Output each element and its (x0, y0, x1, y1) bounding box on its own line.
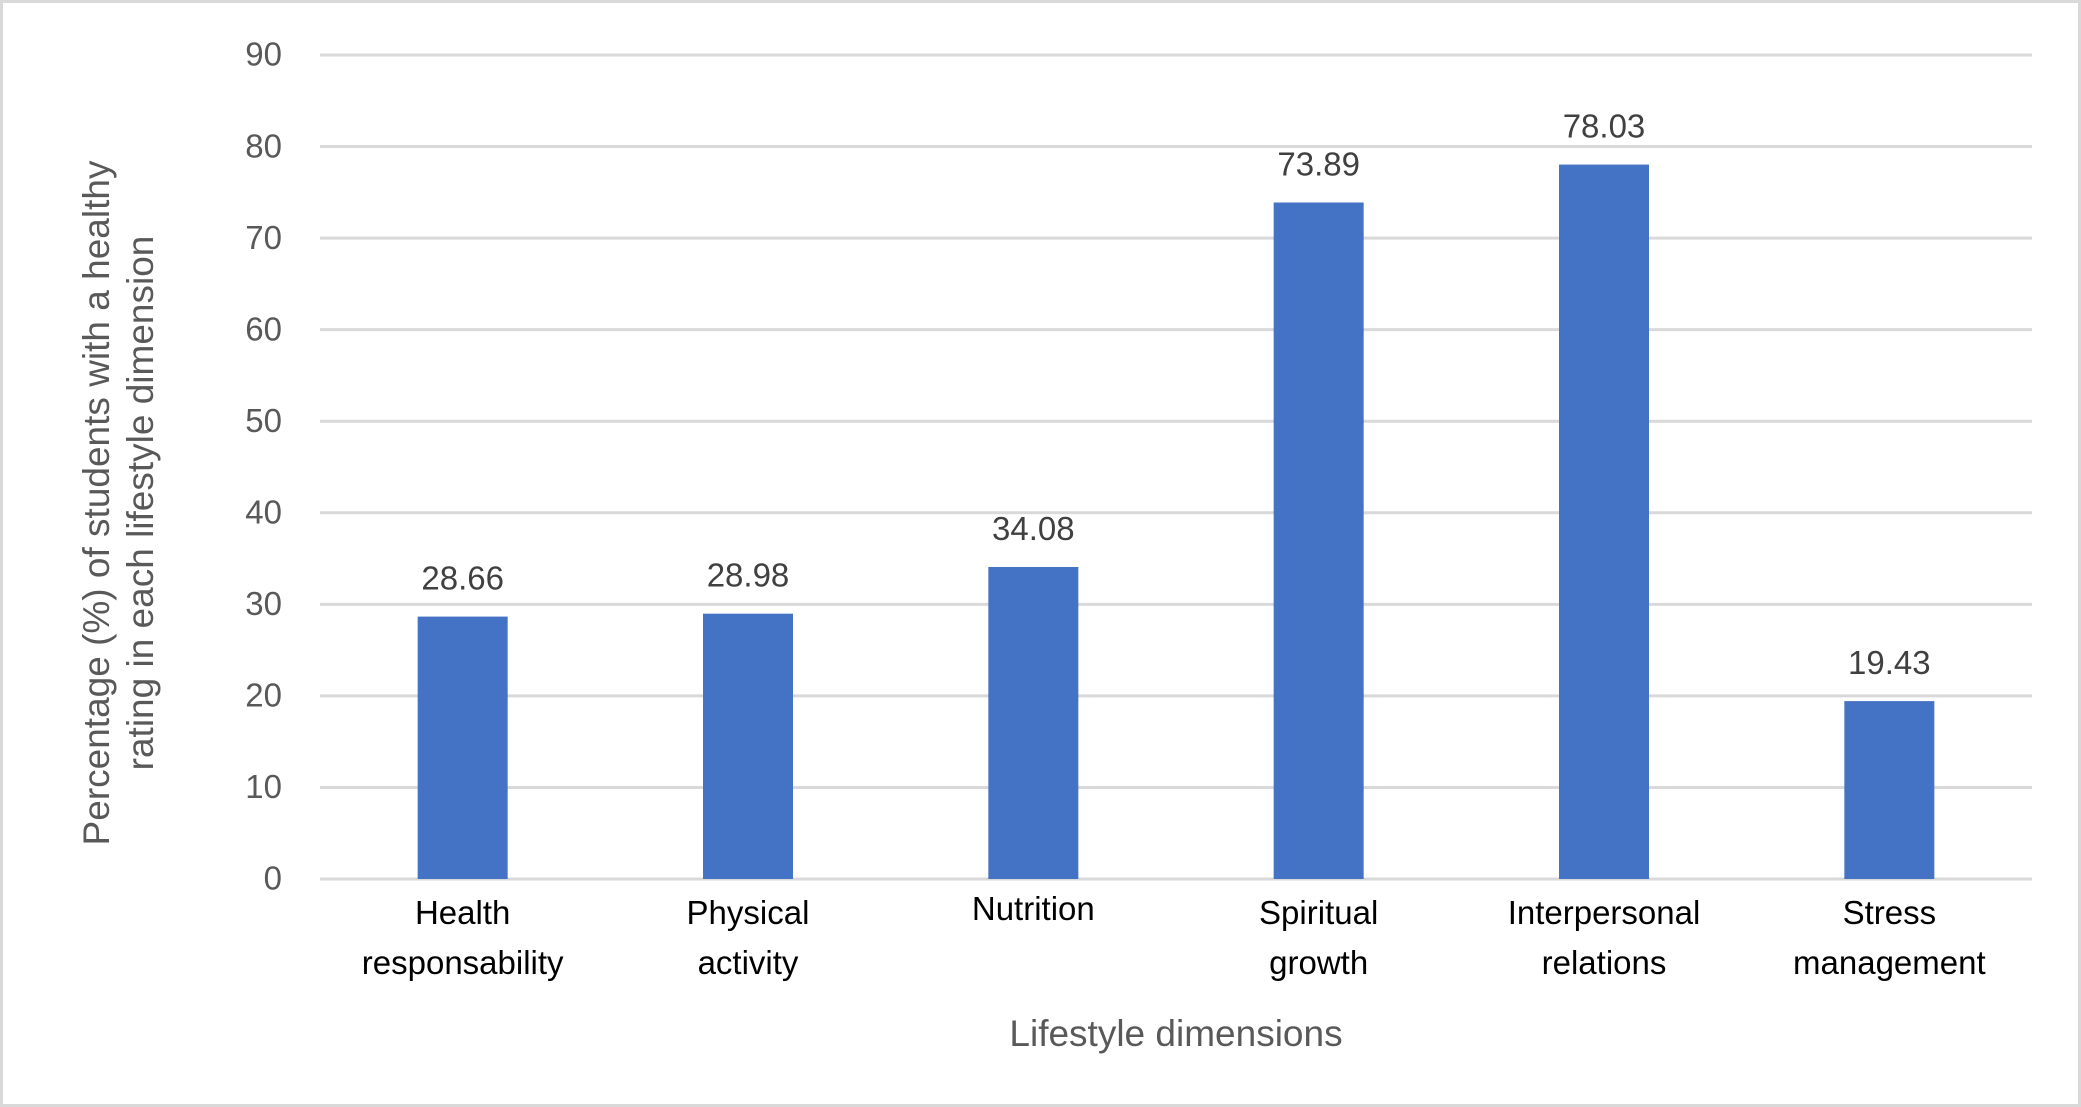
data-label-6: 19.43 (1848, 644, 1931, 681)
x-category-label-line: management (1793, 944, 1986, 981)
y-tick-label-30: 30 (245, 585, 282, 622)
x-category-label-line: Physical (687, 894, 810, 931)
x-axis-categories: Health responsability Physical activity Nutr… (362, 890, 1986, 981)
bar-4 (1273, 202, 1364, 880)
bar-chart: 0 10 20 30 40 50 60 70 80 90 28.66 28.98 34.08 73.89… (76, 36, 2032, 1054)
bar-2 (703, 613, 793, 879)
y-tick-label-80: 80 (245, 127, 282, 164)
y-axis-ticks: 0 10 20 30 40 50 60 70 80 90 (245, 36, 282, 897)
bar-3 (988, 566, 1079, 879)
x-category-label-1: Health responsability (362, 894, 564, 981)
gridlines (320, 53, 2032, 881)
x-category-label-line: Spiritual (1259, 894, 1378, 931)
data-label-1: 28.66 (421, 560, 504, 597)
x-category-label-line: Health (415, 894, 510, 931)
x-category-label-5: Interpersonal relations (1508, 894, 1701, 981)
x-category-label-6: Stress management (1793, 894, 1986, 981)
y-axis-title-line-2: rating in each lifestyle dimension (120, 236, 161, 771)
x-category-label-line: Stress (1843, 894, 1937, 931)
y-tick-label-10: 10 (245, 768, 282, 805)
y-tick-label-20: 20 (245, 677, 282, 714)
x-category-label-line: responsability (362, 944, 564, 981)
bar-1 (417, 616, 508, 879)
y-tick-label-0: 0 (264, 860, 282, 897)
bars (417, 164, 1935, 880)
data-label-4: 73.89 (1277, 145, 1360, 182)
y-axis-title: Percentage (%) of students with a health… (76, 160, 161, 845)
bar-5 (1559, 164, 1649, 880)
y-axis-title-line-1: Percentage (%) of students with a health… (76, 160, 117, 845)
x-category-label-line: activity (698, 944, 799, 981)
bar-6 (1844, 701, 1935, 879)
y-tick-label-60: 60 (245, 310, 282, 347)
x-category-label-line: Nutrition (972, 890, 1095, 927)
y-tick-label-40: 40 (245, 493, 282, 530)
x-category-label-4: Spiritual growth (1259, 894, 1378, 981)
data-label-2: 28.98 (707, 557, 790, 594)
data-label-5: 78.03 (1563, 108, 1646, 145)
x-category-label-line: Interpersonal (1508, 894, 1701, 931)
y-tick-label-70: 70 (245, 219, 282, 256)
x-category-label-line: relations (1542, 944, 1667, 981)
x-category-label-2: Physical activity (687, 894, 810, 981)
y-tick-label-50: 50 (245, 402, 282, 439)
x-axis-title: Lifestyle dimensions (1009, 1013, 1342, 1054)
x-category-label-3: Nutrition (972, 890, 1095, 927)
data-label-3: 34.08 (992, 510, 1075, 547)
data-labels: 28.66 28.98 34.08 73.89 78.03 19.43 (421, 108, 1930, 682)
y-tick-label-90: 90 (245, 36, 282, 73)
x-category-label-line: growth (1269, 944, 1368, 981)
